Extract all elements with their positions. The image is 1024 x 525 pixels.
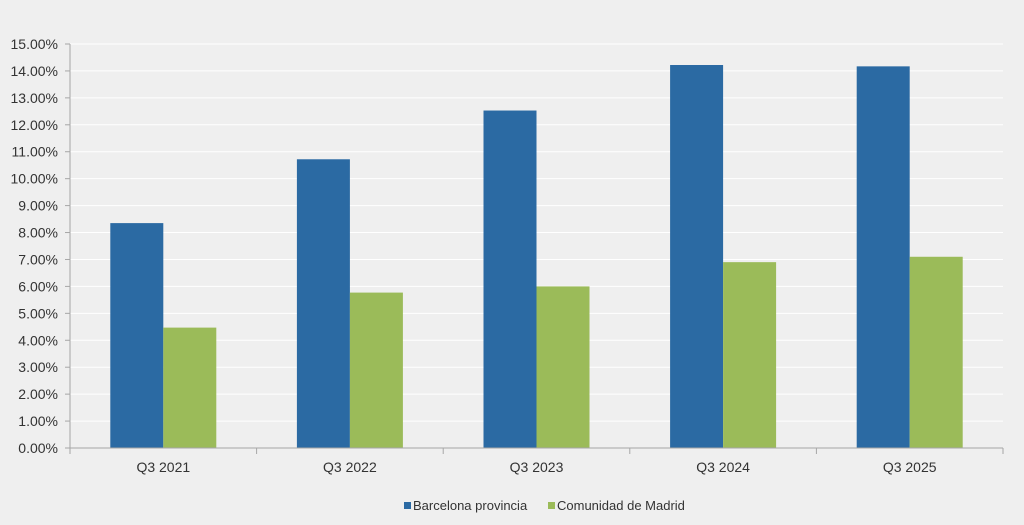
bar-barcelona-provincia bbox=[670, 65, 724, 449]
y-tick-label: 1.00% bbox=[18, 413, 58, 429]
x-tick-label: Q3 2025 bbox=[883, 459, 937, 475]
y-tick-label: 2.00% bbox=[18, 386, 58, 402]
y-tick-label: 7.00% bbox=[18, 251, 58, 267]
legend-swatch bbox=[548, 502, 555, 509]
bar-barcelona-provincia bbox=[856, 66, 910, 448]
y-tick-label: 10.00% bbox=[11, 171, 58, 187]
x-tick-labels: Q3 2021 Q3 2022 Q3 2023 Q3 2024 Q3 2025 bbox=[136, 459, 936, 475]
y-tick-label: 13.00% bbox=[11, 90, 58, 106]
legend: Barcelona provincia Comunidad de Madrid bbox=[404, 498, 685, 513]
y-tick-label: 6.00% bbox=[18, 278, 58, 294]
bar-barcelona-provincia bbox=[483, 110, 537, 448]
legend-label: Barcelona provincia bbox=[413, 498, 528, 513]
y-tick-label: 9.00% bbox=[18, 198, 58, 214]
x-tick-label: Q3 2022 bbox=[323, 459, 377, 475]
bar-comunidad-de-madrid bbox=[723, 262, 777, 448]
y-tick-label: 14.00% bbox=[11, 63, 58, 79]
y-tick-label: 0.00% bbox=[18, 440, 58, 456]
y-tick-label: 15.00% bbox=[11, 36, 58, 52]
x-tick-label: Q3 2021 bbox=[136, 459, 190, 475]
bar-barcelona-provincia bbox=[296, 159, 350, 449]
x-tick-label: Q3 2024 bbox=[696, 459, 750, 475]
y-tick-labels: 0.00% 1.00% 2.00% 3.00% 4.00% 5.00% 6.00% 7.00%… bbox=[11, 36, 58, 456]
y-tick-label: 11.00% bbox=[12, 144, 58, 160]
y-tick-label: 3.00% bbox=[18, 359, 58, 375]
bar-comunidad-de-madrid bbox=[163, 327, 217, 448]
y-tick-label: 12.00% bbox=[11, 117, 58, 133]
bars bbox=[110, 65, 963, 449]
y-tick-label: 4.00% bbox=[18, 332, 58, 348]
bar-comunidad-de-madrid bbox=[909, 256, 963, 448]
y-tick-label: 8.00% bbox=[18, 225, 58, 241]
x-tick-label: Q3 2023 bbox=[510, 459, 564, 475]
bar-barcelona-provincia bbox=[110, 223, 164, 448]
axes bbox=[65, 43, 1004, 454]
bar-comunidad-de-madrid bbox=[536, 286, 590, 448]
bar-comunidad-de-madrid bbox=[349, 292, 403, 448]
y-tick-label: 5.00% bbox=[18, 305, 58, 321]
legend-swatch bbox=[404, 502, 411, 509]
legend-label: Comunidad de Madrid bbox=[557, 498, 685, 513]
